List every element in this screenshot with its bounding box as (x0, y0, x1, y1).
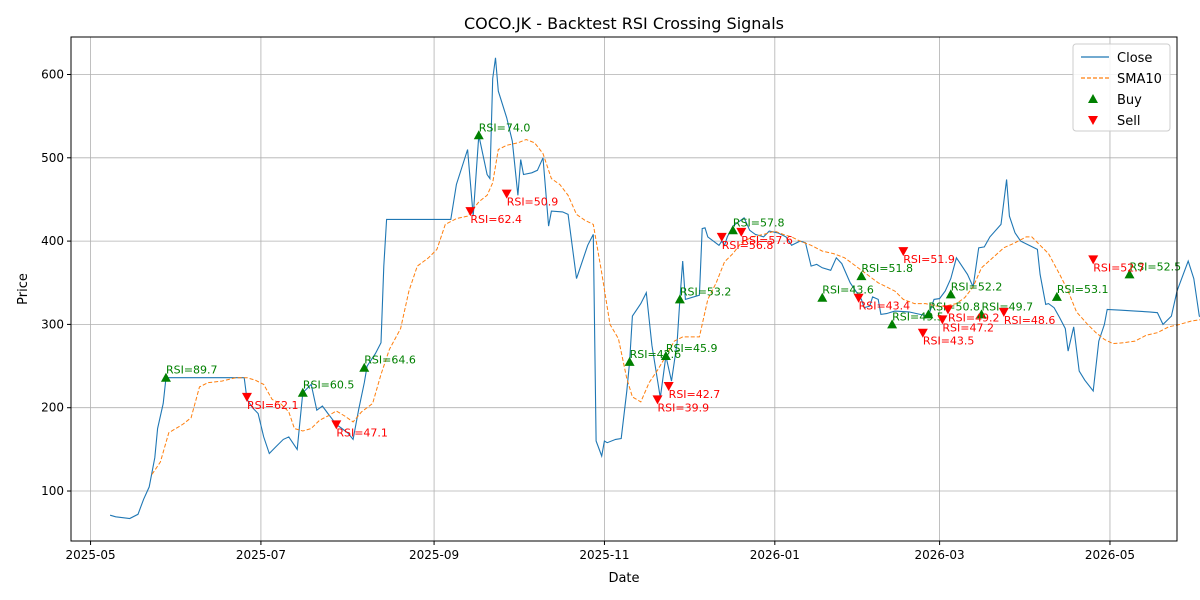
sell-signal-label: RSI=49.2 (948, 311, 1000, 324)
y-tick-label: 400 (41, 234, 64, 248)
sell-signal-label: RSI=51.9 (903, 253, 955, 266)
chart-title: COCO.JK - Backtest RSI Crossing Signals (464, 14, 784, 33)
buy-marker (160, 372, 171, 382)
buy-marker (887, 319, 898, 329)
buy-signal-label: RSI=51.8 (861, 262, 913, 275)
buy-signal-label: RSI=64.6 (364, 354, 416, 367)
sell-signal-label: RSI=62.1 (247, 399, 299, 412)
y-tick-label: 300 (41, 317, 64, 331)
y-tick-label: 200 (41, 401, 64, 415)
buy-marker (817, 292, 828, 302)
buy-marker (297, 387, 308, 397)
legend-marker (1088, 116, 1098, 125)
buy-signal-label: RSI=74.0 (479, 121, 531, 134)
legend: Close SMA10 Buy Sell (1072, 43, 1171, 132)
sell-marker (942, 305, 953, 315)
buy-signal-label: RSI=60.5 (303, 379, 355, 392)
sell-marker (716, 232, 727, 242)
y-axis-ticks: 100 200 300 400 500 600 (41, 67, 71, 498)
sell-marker (917, 328, 928, 338)
legend-marker (1088, 94, 1098, 103)
grid-lines (71, 37, 1177, 541)
buy-signal-label: RSI=49.7 (981, 300, 1033, 313)
x-axis-label: Date (608, 571, 639, 586)
x-tick-label: 2025-05 (65, 548, 115, 562)
buy-signal-label: RSI=52.5 (1130, 260, 1182, 273)
sell-marker (652, 395, 663, 405)
sell-signal-label: RSI=47.2 (942, 321, 994, 334)
sell-signal-label: RSI=43.4 (859, 300, 911, 313)
sell-signal-label: RSI=52.7 (1093, 261, 1145, 274)
sell-marker (736, 227, 747, 237)
buy-marker (674, 294, 685, 304)
buy-signal-label: RSI=53.2 (680, 285, 732, 298)
legend-label: SMA10 (1117, 72, 1162, 87)
sell-signal-label: RSI=43.5 (923, 335, 975, 348)
x-axis-ticks: 2025-05 2025-07 2025-09 2025-11 2026-01 2026-… (65, 541, 1135, 562)
buy-marker (660, 351, 671, 361)
sell-signal-label: RSI=57.6 (741, 234, 793, 247)
legend-label: Sell (1117, 114, 1140, 129)
buy-marker (473, 130, 484, 140)
sell-signal-label: RSI=48.6 (1004, 314, 1056, 327)
x-tick-label: 2026-01 (750, 548, 800, 562)
sell-marker (663, 382, 674, 392)
sell-marker (1088, 255, 1099, 265)
y-tick-label: 100 (41, 484, 64, 498)
y-tick-label: 600 (41, 67, 64, 81)
sell-signal-label: RSI=56.8 (722, 239, 774, 252)
sell-marker (465, 207, 476, 217)
sell-marker (241, 392, 252, 402)
sell-signal-label: RSI=47.1 (336, 426, 388, 439)
sell-signal-label: RSI=62.4 (470, 213, 522, 226)
buy-signal-label: RSI=43.6 (822, 284, 874, 297)
y-tick-label: 500 (41, 151, 64, 165)
sell-signal-label: RSI=42.7 (669, 388, 721, 401)
sell-marker (331, 420, 342, 430)
sell-marker (501, 189, 512, 199)
sell-signal-label: RSI=50.9 (507, 196, 559, 209)
axes-frame (70, 36, 1178, 542)
legend-label: Buy (1117, 93, 1142, 108)
sell-marker (937, 315, 948, 325)
buy-marker (359, 362, 370, 372)
buy-signal-label: RSI=52.2 (951, 280, 1003, 293)
buy-marker (727, 225, 738, 235)
sell-signal-label: RSI=39.9 (658, 401, 710, 414)
buy-signal-label: RSI=49.5 (892, 310, 944, 323)
x-tick-label: 2026-03 (915, 548, 965, 562)
y-axis-label: Price (16, 273, 31, 305)
buy-marker (1051, 291, 1062, 301)
buy-marker (976, 309, 987, 319)
legend-label: Close (1117, 51, 1152, 66)
buy-marker (856, 271, 867, 281)
buy-marker (624, 356, 635, 366)
sell-marker (998, 307, 1009, 317)
legend-box (1072, 43, 1171, 132)
sma10-series-line (151, 138, 1200, 475)
buy-marker (1124, 269, 1135, 279)
plot-area: RSI=89.7RSI=60.5RSI=64.6RSI=74.0RSI=42.6… (109, 57, 1200, 520)
buy-signal-label: RSI=57.8 (733, 216, 785, 229)
x-tick-label: 2025-09 (409, 548, 459, 562)
x-tick-label: 2025-11 (579, 548, 629, 562)
sell-marker (898, 247, 909, 257)
buy-signal-label: RSI=89.7 (166, 364, 218, 377)
close-series-line (109, 57, 1200, 520)
x-tick-label: 2025-07 (236, 548, 286, 562)
x-tick-label: 2026-05 (1085, 548, 1135, 562)
buy-signal-label: RSI=53.1 (1057, 283, 1109, 296)
buy-signal-label: RSI=50.8 (928, 300, 980, 313)
buy-marker (945, 289, 956, 299)
sell-marker (853, 293, 864, 303)
buy-marker (923, 309, 934, 319)
buy-signal-label: RSI=45.9 (666, 342, 718, 355)
